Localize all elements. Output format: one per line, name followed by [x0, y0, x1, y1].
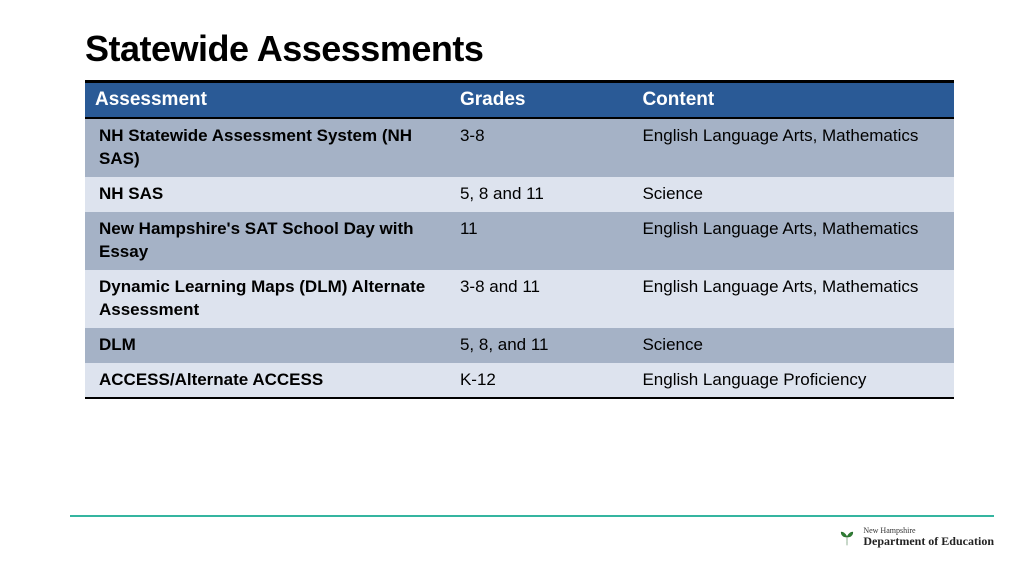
col-content: Content: [632, 82, 954, 119]
cell-assessment: New Hampshire's SAT School Day with Essa…: [85, 212, 450, 270]
table-row: ACCESS/Alternate ACCESSK-12English Langu…: [85, 363, 954, 399]
brand-text: New Hampshire Department of Education: [863, 527, 994, 548]
cell-assessment: NH SAS: [85, 177, 450, 212]
col-grades: Grades: [450, 82, 632, 119]
table-row: DLM5, 8, and 11Science: [85, 328, 954, 363]
cell-content: Science: [632, 177, 954, 212]
table-row: NH Statewide Assessment System (NH SAS)3…: [85, 118, 954, 177]
cell-content: English Language Arts, Mathematics: [632, 270, 954, 328]
cell-grades: 5, 8, and 11: [450, 328, 632, 363]
page-title: Statewide Assessments: [85, 28, 954, 70]
col-assessment: Assessment: [85, 82, 450, 119]
cell-content: English Language Proficiency: [632, 363, 954, 399]
cell-content: Science: [632, 328, 954, 363]
cell-grades: 3-8 and 11: [450, 270, 632, 328]
table-body: NH Statewide Assessment System (NH SAS)3…: [85, 118, 954, 398]
cell-content: English Language Arts, Mathematics: [632, 118, 954, 177]
footer-divider: [70, 515, 994, 517]
cell-grades: 3-8: [450, 118, 632, 177]
brand-title: Department of Education: [863, 535, 994, 548]
cell-assessment: NH Statewide Assessment System (NH SAS): [85, 118, 450, 177]
cell-content: English Language Arts, Mathematics: [632, 212, 954, 270]
table-row: Dynamic Learning Maps (DLM) Alternate As…: [85, 270, 954, 328]
cell-grades: K-12: [450, 363, 632, 399]
cell-grades: 11: [450, 212, 632, 270]
brand: New Hampshire Department of Education: [837, 527, 994, 548]
table-row: New Hampshire's SAT School Day with Essa…: [85, 212, 954, 270]
table-row: NH SAS5, 8 and 11Science: [85, 177, 954, 212]
cell-assessment: Dynamic Learning Maps (DLM) Alternate As…: [85, 270, 450, 328]
cell-assessment: ACCESS/Alternate ACCESS: [85, 363, 450, 399]
cell-grades: 5, 8 and 11: [450, 177, 632, 212]
footer: New Hampshire Department of Education: [70, 515, 994, 548]
slide: Statewide Assessments Assessment Grades …: [0, 0, 1024, 576]
assessments-table: Assessment Grades Content NH Statewide A…: [85, 80, 954, 399]
cell-assessment: DLM: [85, 328, 450, 363]
leaf-sprout-icon: [837, 527, 857, 547]
table-header: Assessment Grades Content: [85, 82, 954, 119]
